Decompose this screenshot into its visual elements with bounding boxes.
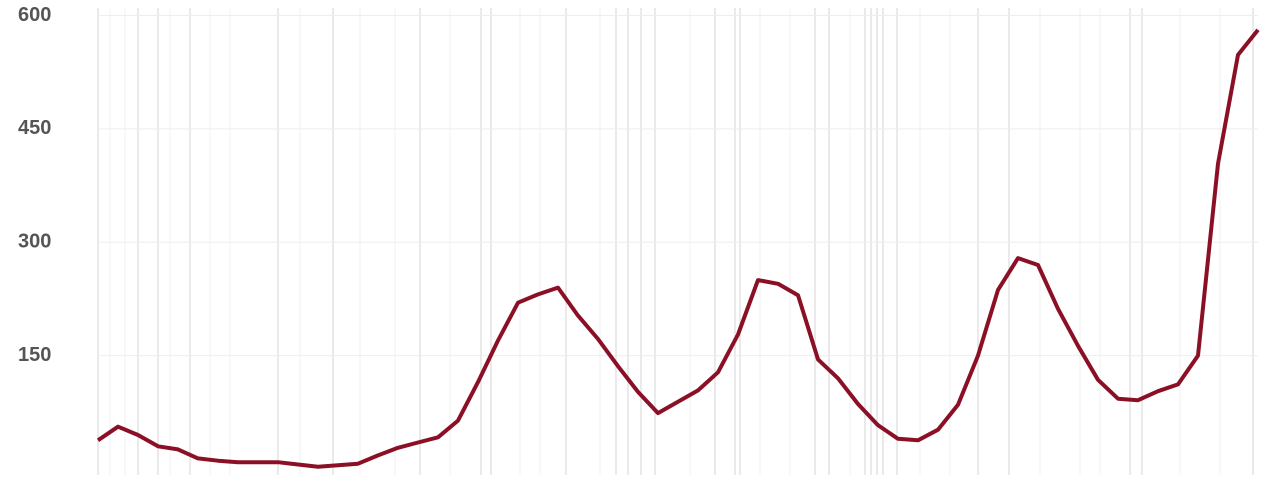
data-line bbox=[96, 28, 1260, 469]
y-tick-label: 600 bbox=[18, 4, 51, 26]
y-tick-label: 150 bbox=[18, 344, 51, 366]
y-tick-label: 300 bbox=[18, 231, 51, 253]
y-tick-label: 450 bbox=[18, 117, 51, 139]
